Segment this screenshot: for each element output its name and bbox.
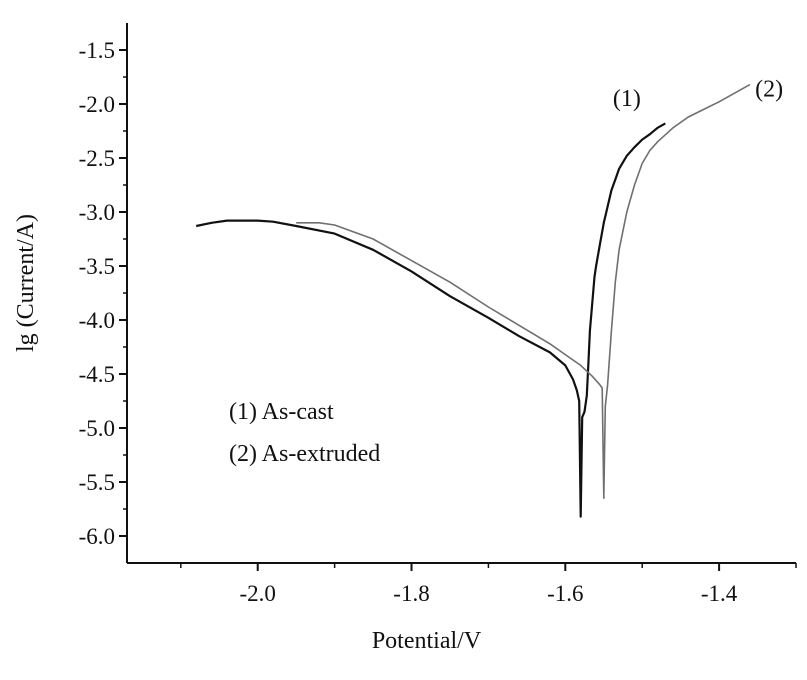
x-tick-label: -2.0	[240, 581, 276, 606]
x-axis-title: Potential/V	[372, 628, 482, 654]
series-as-cast-line	[195, 122, 666, 518]
axes	[126, 23, 796, 564]
y-tick-label: -3.0	[79, 200, 115, 225]
y-tick-label: -6.0	[79, 524, 115, 549]
labels: (1) (2) (1) As-cast (2) As-extruded Potentia…	[13, 76, 783, 654]
y-tick-label: -5.0	[79, 416, 115, 441]
y-tick-label: -2.0	[79, 92, 115, 117]
y-axis-title: lg (Current/A)	[13, 214, 39, 352]
series-as-extruded-line	[296, 83, 751, 500]
legend-entry-as-cast: (1) As-cast	[229, 399, 334, 425]
x-tick-label: -1.4	[701, 581, 738, 606]
series-tag-2: (2)	[755, 76, 783, 102]
y-tick-label: -4.5	[79, 362, 115, 387]
x-tick-label: -1.6	[547, 581, 583, 606]
y-tick-label: -1.5	[79, 38, 115, 63]
y-tick-label: -3.5	[79, 254, 115, 279]
x-tick-label: -1.8	[393, 581, 429, 606]
y-tick-label: -4.0	[79, 308, 115, 333]
series-tag-1: (1)	[613, 86, 641, 112]
y-tick-label: -2.5	[79, 146, 115, 171]
legend-entry-as-extruded: (2) As-extruded	[229, 441, 380, 467]
ticks: -1.5 -2.0 -2.5 -3.0 -3.5 -4.0 -4.5 -5.0 -5.5 -6.0…	[79, 38, 797, 606]
y-tick-label: -5.5	[79, 470, 115, 495]
series-lines	[195, 83, 751, 518]
